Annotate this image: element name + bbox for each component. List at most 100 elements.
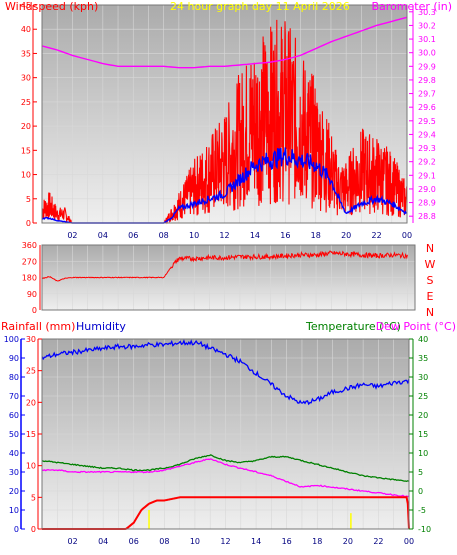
- barometer-tick-label: 29.1: [418, 171, 436, 180]
- direction-series: [41, 250, 408, 282]
- humidity-line: [41, 339, 410, 406]
- wind-x-tick-label: 02: [67, 231, 77, 240]
- temperature-axis-title: Temperature (°C): [305, 320, 401, 333]
- barometer-line: [41, 16, 408, 69]
- humidity-tick-label: 20: [9, 487, 19, 496]
- temp-x-tick-label: 08: [159, 537, 169, 546]
- temp-x-tick-label: 10: [190, 537, 200, 546]
- compass-label: N: [426, 306, 434, 319]
- humidity-tick-label: 0: [14, 525, 19, 534]
- barometer-tick-label: 29.8: [418, 76, 436, 85]
- windspeed-tick-label: 45: [21, 1, 31, 10]
- temperature-tick-label: 20: [418, 411, 428, 420]
- windspeed-tick-label: 35: [21, 49, 31, 58]
- compass-label: S: [427, 274, 434, 287]
- windspeed-tick-label: 30: [21, 74, 31, 83]
- direction-tick-label: 90: [27, 290, 37, 299]
- temp-x-tick-label: 14: [251, 537, 261, 546]
- humidity-tick-label: 60: [9, 411, 19, 420]
- wind-x-tick-label: 14: [250, 231, 260, 240]
- temp-x-tick-label: 06: [129, 537, 139, 546]
- direction-tick-label: 270: [22, 257, 37, 266]
- temp-x-tick-label: 00: [404, 537, 414, 546]
- temp-x-tick-label: 16: [282, 537, 292, 546]
- barometer-tick-label: 30.2: [418, 21, 436, 30]
- barometer-tick-label: 29.0: [418, 185, 436, 194]
- rainfall-axis-title: Rainfall (mm): [1, 320, 75, 333]
- temperature-axis: -10 -5 0 5 10 15 20 25 30 35 40: [409, 335, 431, 534]
- barometer-tick-label: 29.9: [418, 62, 436, 71]
- temperature-tick-label: -5: [418, 506, 426, 515]
- rainfall-axis: 0 5 10 15 20 25 30: [26, 335, 42, 534]
- wind-x-tick-label: 08: [159, 231, 169, 240]
- rainfall-tick-label: 25: [26, 367, 36, 376]
- barometer-tick-label: 28.9: [418, 199, 436, 208]
- barometer-tick-label: 30.0: [418, 49, 436, 58]
- dewpoint-line: [41, 458, 410, 498]
- temperature-tick-label: 10: [418, 449, 428, 458]
- windspeed-axis: 0 5 10 15 20 25 30 35 40 45: [21, 1, 37, 228]
- graph-title: 24 hour graph day 11 April 2026: [170, 0, 350, 13]
- wind-x-tick-label: 10: [189, 231, 199, 240]
- windspeed-tick-label: 10: [21, 171, 31, 180]
- direction-plot-frame: [41, 244, 416, 311]
- humidity-tick-label: 100: [4, 335, 19, 344]
- temp-x-tick-label: 22: [373, 537, 383, 546]
- temp-x-tick-label: 20: [343, 537, 353, 546]
- humidity-tick-label: 80: [9, 373, 19, 382]
- temperature-tick-label: 15: [418, 430, 428, 439]
- wind-x-tick-label: 18: [311, 231, 321, 240]
- temperature-tick-label: 0: [418, 487, 423, 496]
- direction-tick-label: 0: [32, 306, 37, 315]
- wind-x-tick-label: 00: [402, 231, 412, 240]
- wind-x-tick-label: 22: [371, 231, 381, 240]
- humidity-axis: 0 10 20 30 40 50 60 70 80 90 100: [4, 335, 25, 534]
- humidity-tick-label: 40: [9, 449, 19, 458]
- temperature-tick-label: -10: [418, 525, 431, 534]
- rainfall-tick-label: 10: [26, 462, 36, 471]
- windspeed-tick-label: 5: [26, 195, 31, 204]
- barometer-tick-label: 29.7: [418, 90, 436, 99]
- humidity-tick-label: 10: [9, 506, 19, 515]
- dewpoint-axis-title: Dew Point (°C): [376, 320, 456, 333]
- humidity-tick-label: 30: [9, 468, 19, 477]
- rainfall-tick-label: 15: [26, 430, 36, 439]
- direction-tick-label: 360: [22, 241, 37, 250]
- wind-x-tick-label: 12: [219, 231, 229, 240]
- temp-x-tick-label: 18: [312, 537, 322, 546]
- rainfall-tick-label: 20: [26, 398, 36, 407]
- barometer-tick-label: 28.8: [418, 212, 436, 221]
- temp-x-tick-label: 12: [220, 537, 230, 546]
- temp-time-axis: 02 04 06 08 10 12 14 16 18 20 22 00: [67, 537, 414, 546]
- compass-label: W: [425, 258, 436, 271]
- temp-x-tick-label: 04: [98, 537, 108, 546]
- compass-label: N: [426, 242, 434, 255]
- windspeed-tick-label: 40: [21, 25, 31, 34]
- humidity-tick-label: 70: [9, 392, 19, 401]
- temperature-tick-label: 40: [418, 335, 428, 344]
- wind-time-axis: 02 04 06 08 10 12 14 16 18 20 22 00: [67, 231, 412, 240]
- temperature-tick-label: 35: [418, 354, 428, 363]
- temp-x-tick-label: 02: [67, 537, 77, 546]
- barometer-tick-label: 30.3: [418, 8, 436, 17]
- temperature-line: [41, 454, 410, 482]
- barometer-tick-label: 29.2: [418, 158, 436, 167]
- wind-plot-frame: [41, 4, 408, 224]
- wind-direction-line: [41, 250, 408, 282]
- temperature-tick-label: 30: [418, 373, 428, 382]
- wind-x-tick-label: 04: [98, 231, 108, 240]
- windspeed-tick-label: 15: [21, 146, 31, 155]
- direction-tick-label: 180: [22, 274, 37, 283]
- barometer-tick-label: 29.6: [418, 103, 436, 112]
- barometer-tick-label: 29.5: [418, 117, 436, 126]
- wind-x-tick-label: 16: [280, 231, 290, 240]
- humidity-tick-label: 90: [9, 354, 19, 363]
- barometer-tick-label: 29.3: [418, 144, 436, 153]
- compass-label: E: [427, 290, 434, 303]
- rainfall-tick-label: 30: [26, 335, 36, 344]
- temperature-tick-label: 25: [418, 392, 428, 401]
